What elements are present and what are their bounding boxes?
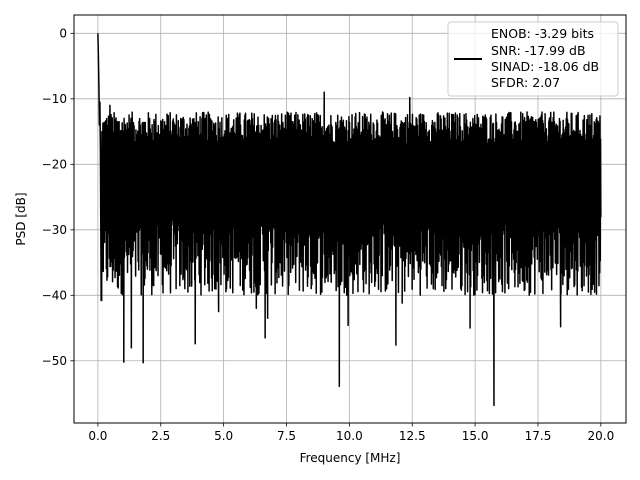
legend-line-sfdr: SFDR: 2.07 xyxy=(491,75,560,90)
x-tick-label: 20.0 xyxy=(587,429,614,443)
legend-line-sinad: SINAD: -18.06 dB xyxy=(491,59,599,74)
series-psd xyxy=(97,33,602,407)
legend-line-snr: SNR: -17.99 dB xyxy=(491,43,586,58)
series-line xyxy=(97,33,602,407)
x-axis: 0.0 2.5 5.0 7.5 10.0 12.5 15.0 17.5 20.0 xyxy=(88,423,614,443)
legend-line-enob: ENOB: -3.29 bits xyxy=(491,26,594,41)
plot-frame xyxy=(73,14,627,424)
legend: ENOB: -3.29 bits SNR: -17.99 dB SINAD: -… xyxy=(447,21,619,97)
y-tick-label: −50 xyxy=(42,354,67,368)
x-tick-label: 15.0 xyxy=(462,429,489,443)
legend-box xyxy=(447,21,619,97)
x-tick-label: 0.0 xyxy=(88,429,107,443)
y-axis-label: PSD [dB] xyxy=(14,192,28,245)
x-tick-label: 10.0 xyxy=(336,429,363,443)
y-tick-label: −40 xyxy=(42,289,67,303)
x-tick-label: 5.0 xyxy=(214,429,233,443)
x-tick-label: 12.5 xyxy=(399,429,426,443)
x-tick-label: 7.5 xyxy=(277,429,296,443)
x-axis-label: Frequency [MHz] xyxy=(300,451,401,465)
y-tick-label: −10 xyxy=(42,92,67,106)
x-tick-label: 2.5 xyxy=(151,429,170,443)
y-tick-label: −30 xyxy=(42,223,67,237)
y-axis: 0 −10 −20 −30 −40 −50 xyxy=(42,27,74,368)
y-tick-label: −20 xyxy=(42,158,67,172)
x-tick-label: 17.5 xyxy=(525,429,552,443)
y-tick-label: 0 xyxy=(59,27,67,41)
